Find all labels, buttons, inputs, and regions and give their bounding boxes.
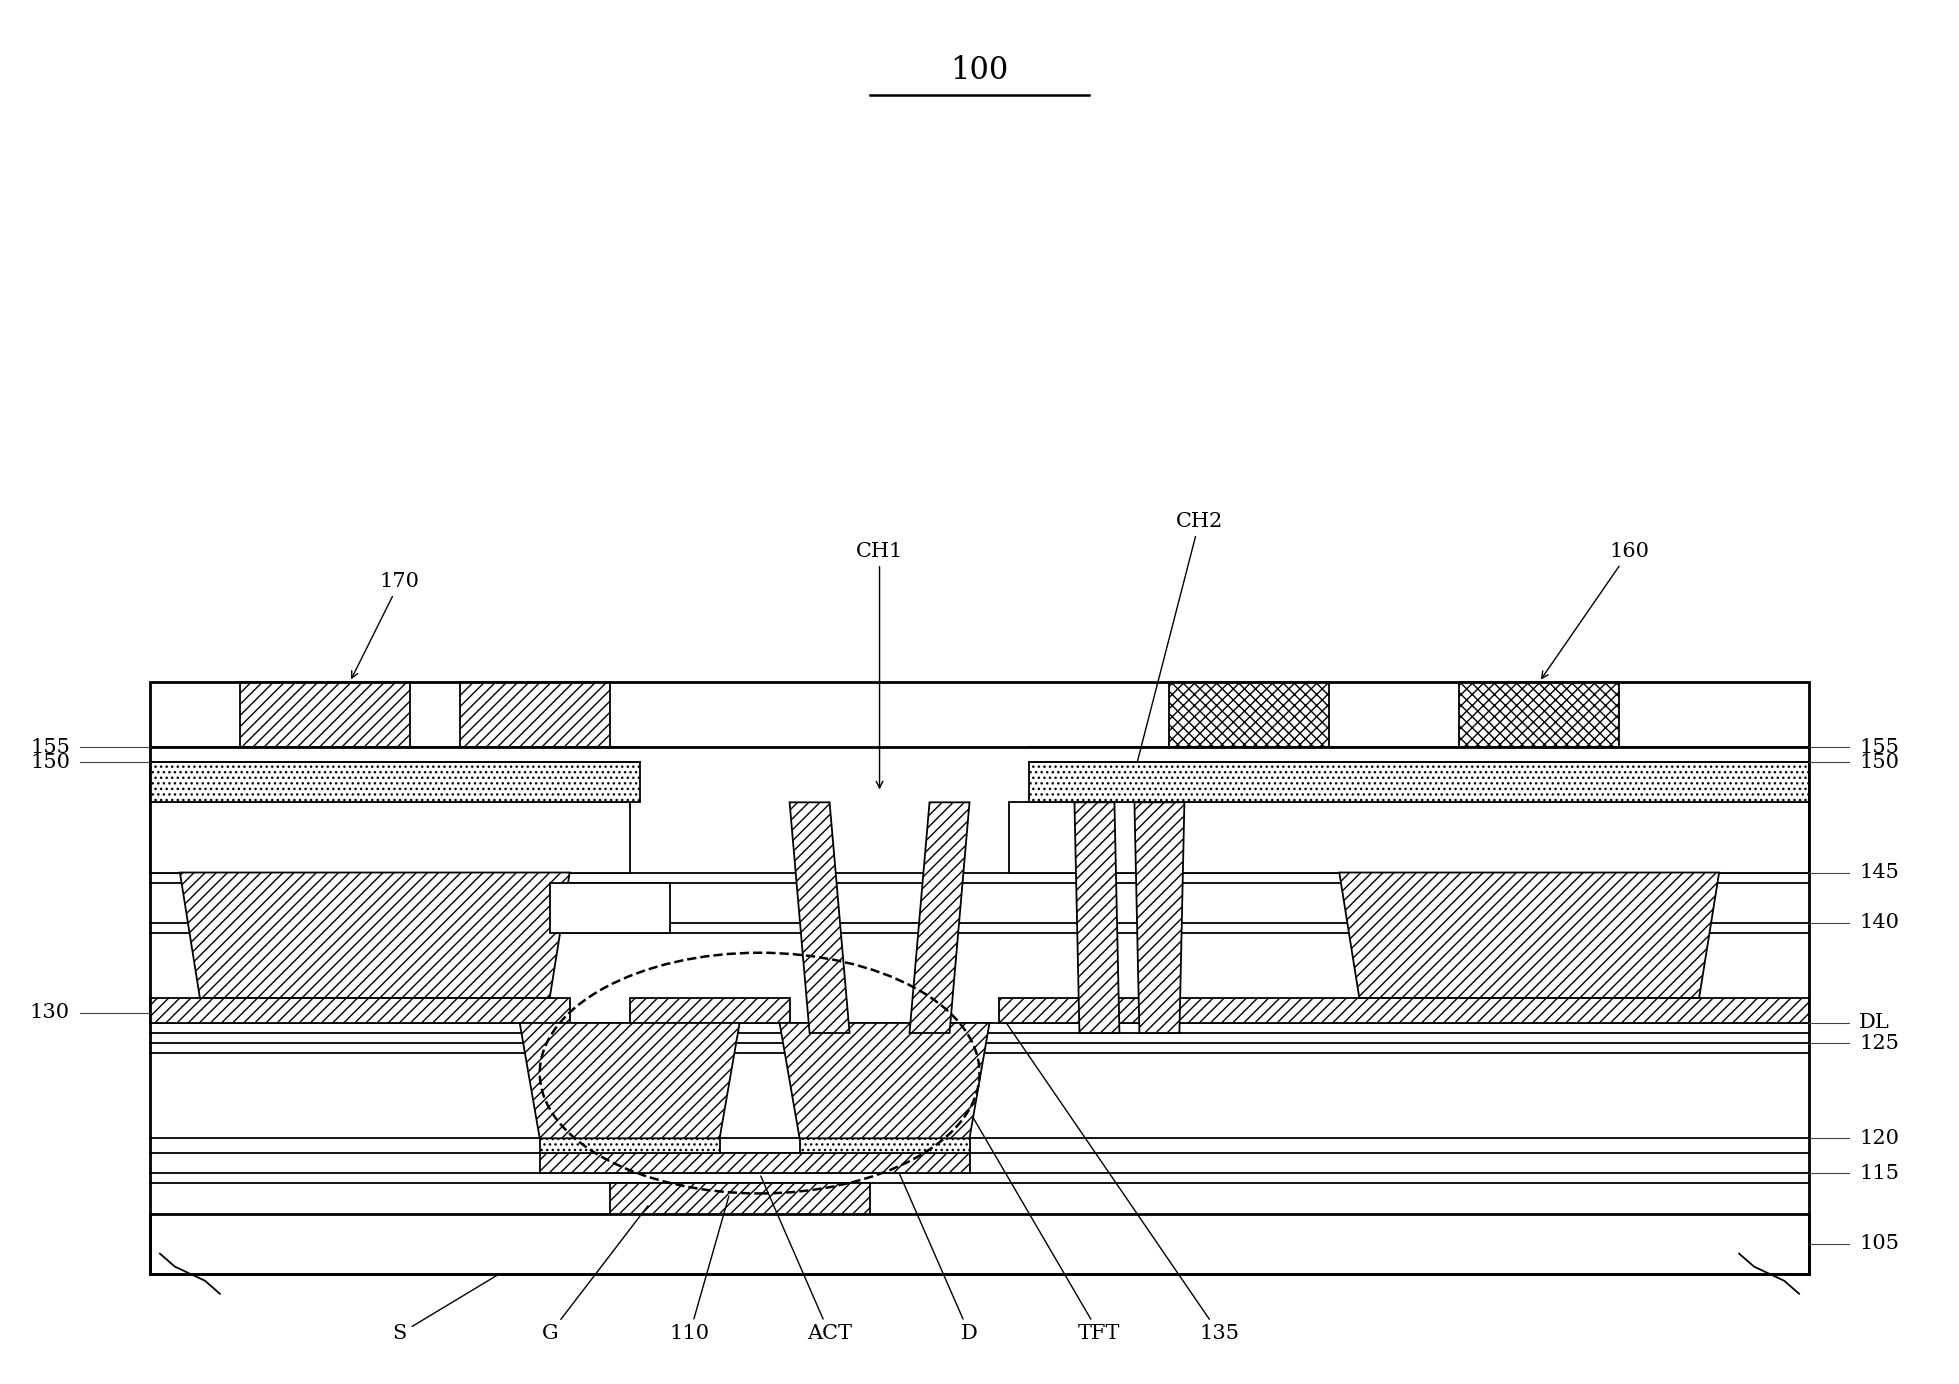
Polygon shape: [780, 1023, 989, 1138]
Bar: [541, 1138, 719, 1153]
Text: 160: 160: [1542, 543, 1649, 678]
Text: DL: DL: [1859, 1013, 1890, 1032]
Text: 110: 110: [670, 1196, 729, 1344]
Text: ACT: ACT: [760, 1176, 852, 1344]
Bar: [541, 1153, 970, 1174]
Polygon shape: [609, 1183, 870, 1214]
Bar: [239, 682, 409, 747]
Text: 170: 170: [353, 572, 419, 678]
Bar: [151, 682, 1808, 1273]
Text: 125: 125: [1859, 1034, 1898, 1052]
Text: D: D: [882, 1131, 978, 1344]
Text: 140: 140: [1859, 913, 1898, 933]
Polygon shape: [519, 1023, 741, 1138]
Text: 150: 150: [1859, 753, 1898, 772]
Text: 145: 145: [1859, 864, 1898, 882]
Text: 120: 120: [1859, 1129, 1898, 1147]
Bar: [151, 998, 570, 1023]
Bar: [550, 883, 670, 933]
Polygon shape: [1074, 803, 1119, 1032]
Text: CH2: CH2: [1128, 512, 1222, 787]
Text: 150: 150: [29, 753, 71, 772]
Text: 130: 130: [29, 1003, 71, 1023]
Bar: [999, 998, 1808, 1023]
Bar: [151, 763, 641, 803]
Text: TFT: TFT: [931, 1045, 1121, 1344]
Bar: [1170, 682, 1330, 747]
Polygon shape: [151, 803, 629, 872]
Polygon shape: [1134, 803, 1185, 1032]
Polygon shape: [1009, 803, 1808, 872]
Bar: [1030, 763, 1808, 803]
Bar: [799, 1138, 970, 1153]
Bar: [460, 682, 609, 747]
Text: 100: 100: [950, 55, 1009, 86]
Text: S: S: [392, 1275, 498, 1344]
Bar: [629, 998, 789, 1023]
Text: 105: 105: [1859, 1235, 1898, 1253]
Bar: [151, 1214, 1808, 1273]
Text: 135: 135: [1001, 1016, 1240, 1344]
Polygon shape: [909, 803, 970, 1032]
Text: 155: 155: [29, 738, 71, 757]
Bar: [1459, 682, 1620, 747]
Polygon shape: [789, 803, 850, 1032]
Text: 155: 155: [1859, 738, 1898, 757]
Text: CH1: CH1: [856, 543, 903, 787]
Polygon shape: [1340, 872, 1720, 998]
Text: G: G: [541, 1205, 648, 1344]
Polygon shape: [180, 872, 570, 998]
Text: 115: 115: [1859, 1164, 1898, 1183]
